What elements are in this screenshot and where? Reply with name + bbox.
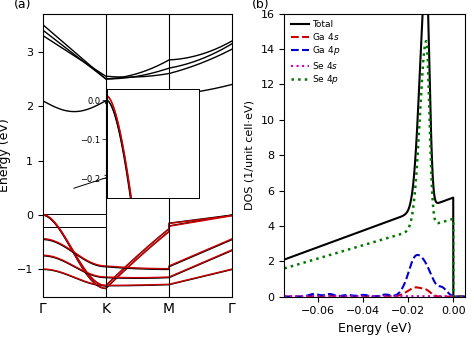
- Ga 4$p$: [458, 295, 464, 299]
- Bar: [43, 214, 106, 227]
- Line: Se 4$s$: Se 4$s$: [284, 296, 465, 297]
- Ga 4$p$: [313, 292, 319, 296]
- Text: (a): (a): [14, 0, 32, 11]
- Line: Ga 4$p$: Ga 4$p$: [284, 255, 465, 297]
- Ga 4$p$: [439, 285, 445, 289]
- Ga 4$s$: [462, 295, 467, 299]
- Se 4$s$: [282, 294, 287, 298]
- Ga 4$s$: [351, 295, 356, 299]
- Se 4$s$: [351, 294, 356, 298]
- Ga 4$p$: [358, 293, 364, 297]
- Ga 4$p$: [282, 295, 287, 299]
- Se 4$p$: [458, 295, 464, 299]
- Se 4$p$: [351, 246, 356, 250]
- Se 4$s$: [302, 294, 308, 298]
- Ga 4$s$: [358, 294, 364, 298]
- Se 4$s$: [450, 295, 456, 299]
- Se 4$p$: [462, 295, 467, 299]
- Line: Total: Total: [284, 14, 465, 297]
- Se 4$s$: [458, 295, 464, 299]
- Se 4$p$: [423, 39, 429, 43]
- Total: [351, 232, 356, 236]
- Ga 4$s$: [450, 295, 456, 299]
- Se 4$p$: [439, 220, 445, 224]
- Se 4$p$: [282, 266, 287, 270]
- Ga 4$s$: [282, 295, 287, 299]
- Ga 4$s$: [458, 295, 464, 299]
- Total: [282, 257, 287, 262]
- Se 4$s$: [462, 295, 467, 299]
- Ga 4$p$: [415, 253, 420, 257]
- Line: Ga 4$s$: Ga 4$s$: [284, 287, 465, 297]
- Total: [420, 12, 426, 16]
- Ga 4$s$: [413, 285, 419, 290]
- Y-axis label: Energy (eV): Energy (eV): [0, 118, 11, 192]
- Text: (b): (b): [252, 0, 270, 11]
- Y-axis label: DOS (1/unit cell·eV): DOS (1/unit cell·eV): [245, 100, 255, 210]
- Total: [358, 229, 364, 233]
- Se 4$p$: [313, 257, 319, 261]
- Line: Se 4$p$: Se 4$p$: [284, 41, 465, 297]
- X-axis label: Energy (eV): Energy (eV): [337, 322, 411, 335]
- Se 4$p$: [358, 244, 364, 248]
- Total: [458, 295, 464, 299]
- Ga 4$s$: [439, 295, 445, 299]
- Legend: Total, Ga 4$s$, Ga 4$p$, Se 4$s$, Se 4$p$: Total, Ga 4$s$, Ga 4$p$, Se 4$s$, Se 4$p…: [289, 18, 343, 88]
- Se 4$p$: [302, 260, 308, 264]
- Total: [450, 295, 456, 299]
- Total: [302, 250, 308, 254]
- Total: [439, 200, 445, 204]
- Ga 4$s$: [313, 294, 319, 298]
- Ga 4$p$: [462, 295, 467, 299]
- Ga 4$p$: [351, 294, 356, 298]
- Se 4$s$: [313, 294, 319, 298]
- Ga 4$p$: [450, 295, 456, 299]
- Se 4$s$: [358, 294, 364, 298]
- Total: [462, 295, 467, 299]
- Se 4$s$: [439, 294, 445, 298]
- Ga 4$s$: [302, 295, 308, 299]
- Ga 4$p$: [302, 294, 308, 298]
- Se 4$p$: [450, 295, 456, 299]
- Total: [313, 246, 319, 250]
